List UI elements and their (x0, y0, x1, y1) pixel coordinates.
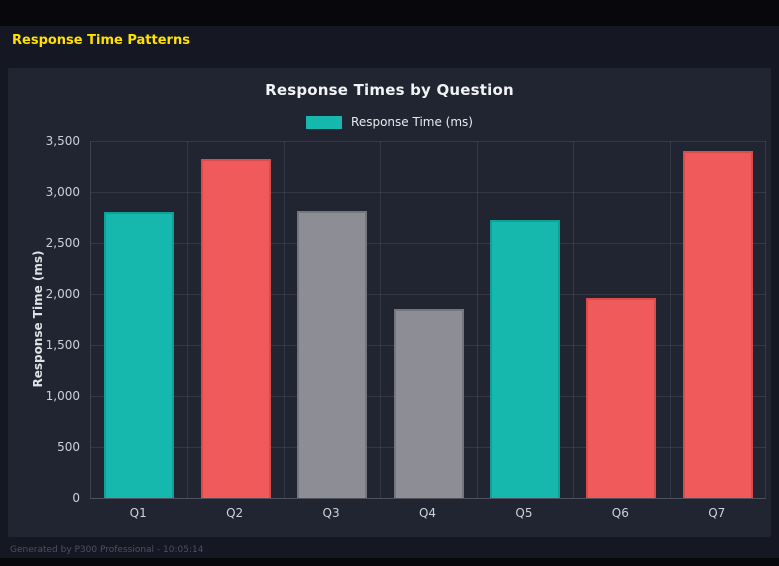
chart-title: Response Times by Question (265, 81, 514, 99)
plot-area (90, 141, 766, 499)
bar-q4 (393, 309, 464, 498)
x-tick-label: Q1 (129, 506, 147, 520)
y-tick-label: 1,000 (45, 389, 80, 403)
bar-q7 (682, 151, 753, 498)
bar-q5 (489, 220, 560, 498)
x-tick-label: Q7 (708, 506, 726, 520)
chart-panel: Response Times by Question Response Time… (8, 68, 771, 537)
y-tick-label: 2,500 (45, 236, 80, 250)
page-title: Response Time Patterns (12, 33, 190, 48)
gridline-horizontal (91, 141, 766, 142)
gridline-vertical (765, 141, 766, 498)
bar-q1 (104, 212, 175, 498)
x-tick-label: Q3 (322, 506, 340, 520)
bar-q2 (200, 159, 271, 498)
gridline-vertical (476, 141, 478, 498)
gridline-horizontal (91, 294, 766, 295)
x-tick-label: Q6 (611, 506, 629, 520)
gridline-vertical (380, 141, 382, 498)
x-tick-label: Q4 (418, 506, 437, 520)
y-axis-tick-labels: 0 500 1,000 1,500 2,000 2,500 3,000 3,500 (8, 134, 80, 505)
y-tick-label: 3,000 (45, 185, 80, 199)
y-tick-label: 3,500 (45, 134, 80, 148)
legend-swatch (306, 115, 343, 129)
gridline-vertical (669, 141, 671, 498)
y-tick-label: 0 (72, 491, 80, 505)
footer-generated-text: Generated by P300 Professional - 10:05:1… (10, 545, 204, 555)
x-tick-label: Q5 (515, 506, 533, 520)
gridline-horizontal (91, 192, 766, 193)
bar-q3 (297, 211, 368, 498)
window-top-strip (0, 0, 779, 26)
chart-legend: Response Time (ms) (8, 115, 771, 129)
y-tick-label: 1,500 (45, 338, 80, 352)
gridline-vertical (573, 141, 575, 498)
gridline-vertical (187, 141, 189, 498)
bar-q6 (586, 298, 657, 498)
y-tick-label: 500 (57, 440, 80, 454)
x-axis-tick-labels: Q1 Q2 Q3 Q4 Q5 Q6 Q7 (90, 506, 765, 526)
y-tick-label: 2,000 (45, 287, 80, 301)
gridline-horizontal (91, 243, 766, 244)
legend-label: Response Time (ms) (351, 115, 473, 129)
window-bottom-strip (0, 558, 779, 566)
gridline-vertical (283, 141, 285, 498)
x-tick-label: Q2 (226, 506, 244, 520)
